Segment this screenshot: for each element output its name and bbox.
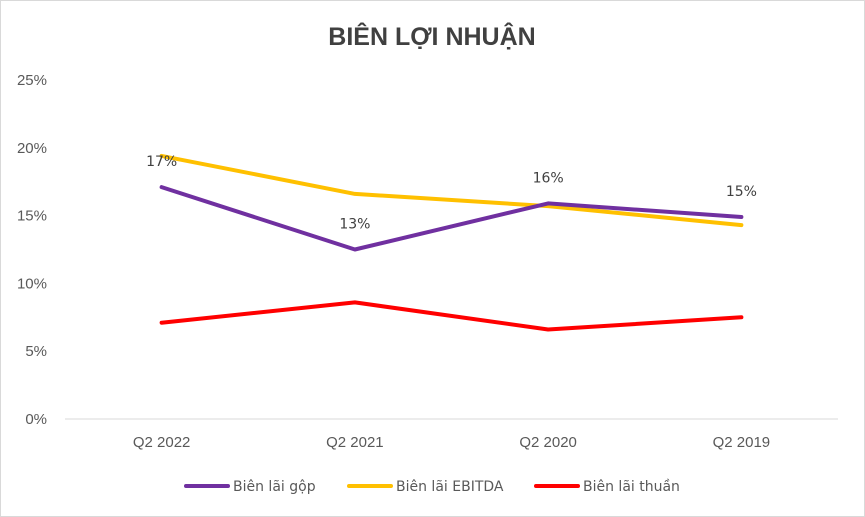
legend: Biên lãi gộp Biên lãi EBITDA Biên lãi thuầ… xyxy=(184,479,680,495)
y-tick-label: 20% xyxy=(17,140,47,157)
data-label: 13% xyxy=(339,217,370,233)
series-line-2 xyxy=(159,300,744,332)
series-line-1 xyxy=(159,153,744,228)
y-axis: 0% 5% 10% 15% 20% 25% xyxy=(17,72,47,428)
data-label: 17% xyxy=(146,154,177,170)
series-line-0 xyxy=(159,185,744,252)
x-tick-label: Q2 2020 xyxy=(519,434,577,451)
y-tick-label: 25% xyxy=(17,72,47,89)
x-tick-label: Q2 2022 xyxy=(133,434,191,451)
chart-title: BIÊN LỢI NHUẬN xyxy=(328,21,535,51)
legend-label: Biên lãi thuần xyxy=(583,479,680,495)
y-tick-label: 5% xyxy=(25,343,47,360)
x-tick-label: Q2 2021 xyxy=(326,434,384,451)
x-tick-label: Q2 2019 xyxy=(713,434,771,451)
y-tick-label: 15% xyxy=(17,208,47,225)
data-labels: 17% 13% 16% 15% xyxy=(146,154,757,232)
data-label: 16% xyxy=(533,170,564,186)
series-lines xyxy=(159,153,744,332)
x-axis: Q2 2022 Q2 2021 Q2 2020 Q2 2019 xyxy=(133,434,770,451)
y-tick-label: 10% xyxy=(17,275,47,292)
data-label: 15% xyxy=(726,184,757,200)
y-tick-label: 0% xyxy=(25,411,47,428)
legend-label: Biên lãi gộp xyxy=(233,479,316,495)
legend-label: Biên lãi EBITDA xyxy=(396,479,504,495)
